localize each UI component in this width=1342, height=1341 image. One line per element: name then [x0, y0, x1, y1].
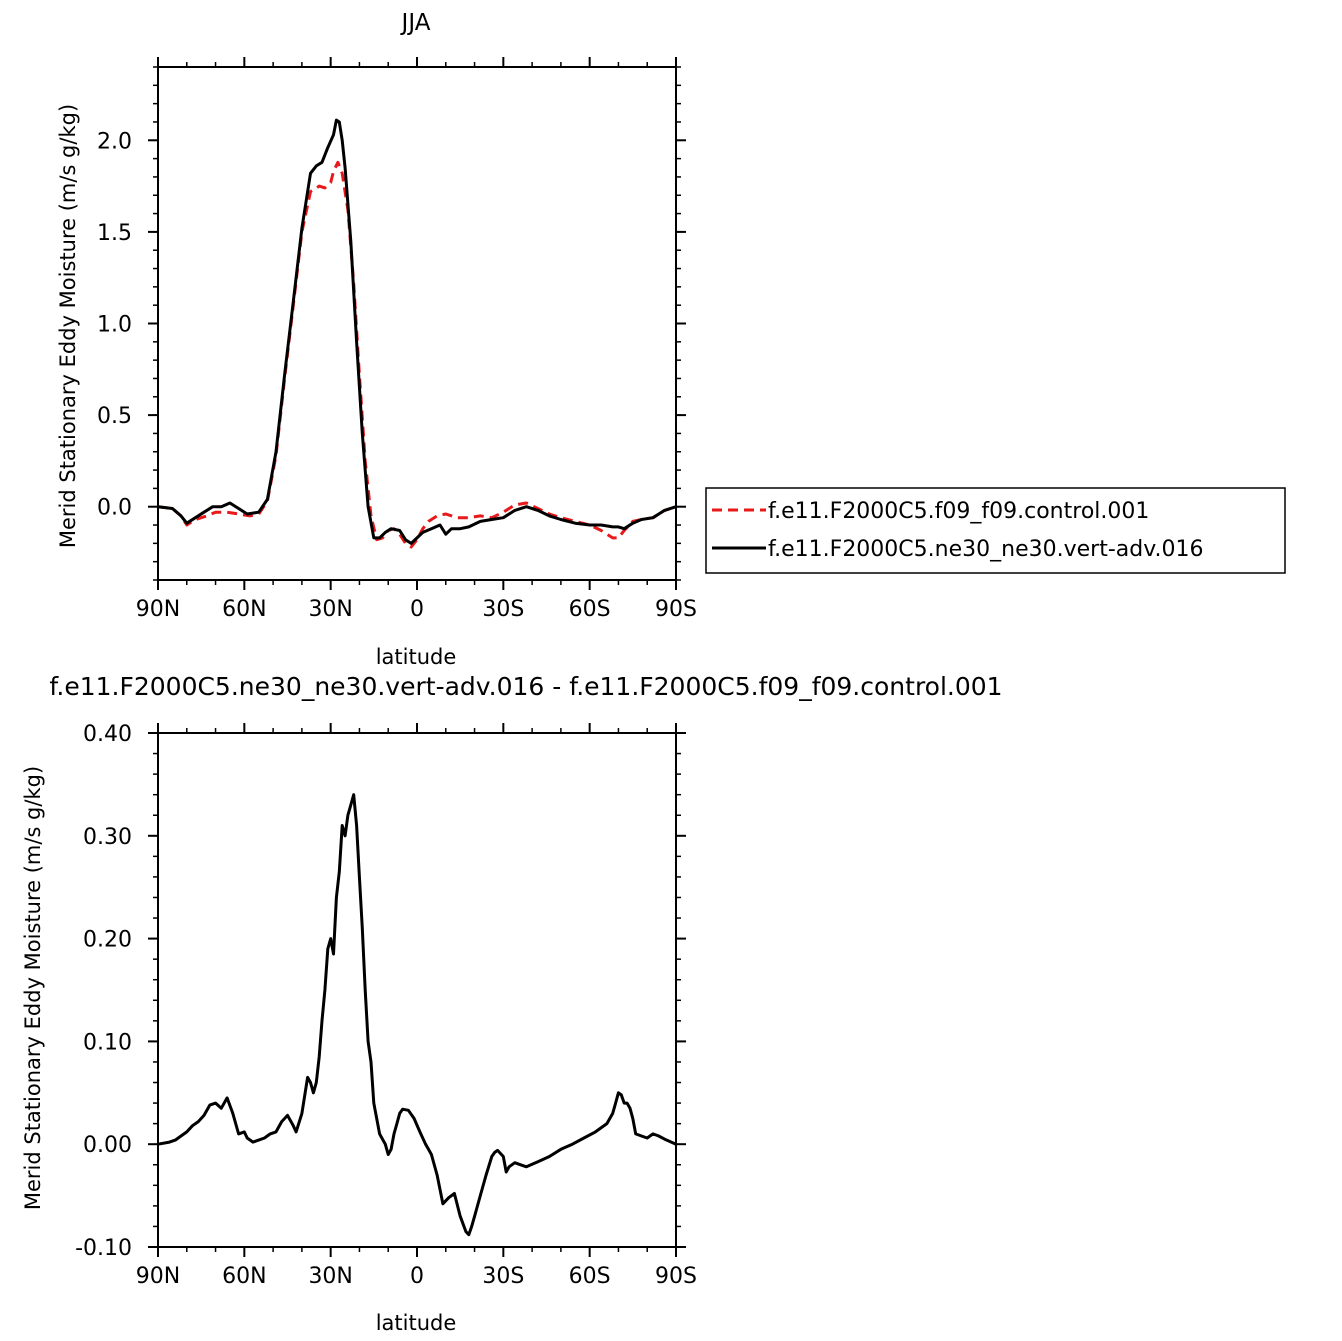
- top-panel-y-tick-label: 0.0: [97, 496, 132, 521]
- bottom-panel-x-tick-label: 30S: [482, 1264, 524, 1289]
- top-panel-y-tick-label: 2.0: [97, 129, 132, 154]
- bottom-panel-series-line-0: [156, 793, 678, 1237]
- bottom-panel-ylabel: Merid Stationary Eddy Moisture (m/s g/kg…: [21, 766, 45, 1210]
- bottom-panel-x-tick-label: 60S: [569, 1264, 611, 1289]
- bottom-panel-y-tick-label: 0.00: [83, 1133, 132, 1158]
- top-panel-x-tick-label: 0: [410, 597, 424, 622]
- bottom-panel-y-tick-label: 0.10: [83, 1030, 132, 1055]
- top-panel-y-tick-label: 1.5: [97, 221, 132, 246]
- top-panel-series-line-0: [157, 160, 677, 549]
- top-panel-x-tick-label: 30N: [308, 597, 352, 622]
- top-panel-x-tick-label: 90N: [136, 597, 180, 622]
- top-panel-x-tick-label: 60N: [222, 597, 266, 622]
- bottom-panel-x-tick-label: 90S: [655, 1264, 697, 1289]
- bottom-panel-y-tick-label: 0.40: [83, 722, 132, 747]
- bottom-panel-y-tick-label: 0.20: [83, 928, 132, 953]
- bottom-panel-title: f.e11.F2000C5.ne30_ne30.vert-adv.016 - f…: [49, 672, 1002, 701]
- bottom-panel-x-tick-label: 30N: [308, 1264, 352, 1289]
- top-panel-title: JJA: [400, 10, 431, 36]
- top-panel-xlabel: latitude: [376, 645, 457, 669]
- bottom-panel-xlabel: latitude: [376, 1311, 457, 1335]
- top-panel-y-tick-label: 1.0: [97, 313, 132, 338]
- bottom-panel-axes: 90N 60N 30N 0 30S 60S 90S -0.10 0.00 0.10 0.20 0.30…: [75, 722, 697, 1289]
- legend-label-vert-adv: f.e11.F2000C5.ne30_ne30.vert-adv.016: [768, 537, 1204, 562]
- legend-box: [705, 487, 1286, 574]
- bottom-panel-x-tick-label: 60N: [222, 1264, 266, 1289]
- top-panel-x-tick-label: 30S: [482, 597, 524, 622]
- bottom-panel-y-tick-label: -0.10: [75, 1236, 132, 1261]
- top-panel-series: [156, 118, 678, 549]
- bottom-panel: f.e11.F2000C5.ne30_ne30.vert-adv.016 - f…: [21, 672, 1003, 1335]
- bottom-panel-y-tick-label: 0.30: [83, 825, 132, 850]
- bottom-panel-x-tick-label: 0: [410, 1264, 424, 1289]
- legend-label-control: f.e11.F2000C5.f09_f09.control.001: [768, 499, 1149, 524]
- top-panel-y-tick-label: 0.5: [97, 404, 132, 429]
- bottom-panel-frame: [157, 732, 677, 1248]
- top-panel-axes: 90N 60N 30N 0 30S 60S 90S 0.0 0.5 1.0 1.5 2.0: [97, 57, 697, 622]
- bottom-panel-series: [156, 793, 678, 1237]
- bottom-panel-x-tick-label: 90N: [136, 1264, 180, 1289]
- top-panel-x-tick-label: 90S: [655, 597, 697, 622]
- top-panel-ylabel: Merid Stationary Eddy Moisture (m/s g/kg…: [56, 104, 80, 548]
- top-panel: JJA 90N 60N 30N 0 30S 60S 90S 0.0 0.5 1.0 1.5 2.0 l…: [56, 10, 697, 669]
- top-panel-frame: [157, 66, 677, 581]
- top-panel-series-line-1: [156, 118, 678, 545]
- top-panel-x-tick-label: 60S: [569, 597, 611, 622]
- legend: f.e11.F2000C5.f09_f09.control.001 f.e11.…: [705, 487, 1286, 574]
